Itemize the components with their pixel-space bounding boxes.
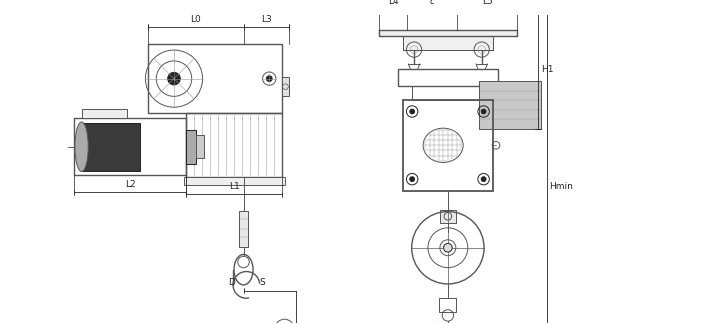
Circle shape bbox=[410, 109, 415, 114]
Circle shape bbox=[444, 244, 452, 252]
Circle shape bbox=[266, 76, 272, 81]
Bar bbox=[82, 123, 140, 171]
Bar bbox=[82, 109, 126, 118]
Text: S: S bbox=[260, 278, 266, 287]
Text: H1: H1 bbox=[541, 65, 554, 74]
Bar bbox=[398, 68, 498, 86]
Text: L5: L5 bbox=[482, 0, 493, 6]
Text: D: D bbox=[228, 278, 234, 287]
Bar bbox=[379, 30, 517, 36]
Bar bbox=[440, 210, 456, 223]
Bar bbox=[186, 130, 196, 164]
Ellipse shape bbox=[75, 122, 88, 172]
Circle shape bbox=[481, 109, 486, 114]
Bar bbox=[403, 100, 493, 191]
Text: c: c bbox=[430, 0, 435, 6]
Bar bbox=[196, 135, 204, 158]
Bar bbox=[239, 211, 248, 247]
Circle shape bbox=[410, 177, 415, 182]
Bar bbox=[403, 36, 493, 49]
Text: Hmin: Hmin bbox=[549, 182, 573, 191]
Text: L2: L2 bbox=[125, 180, 136, 189]
Text: L3: L3 bbox=[261, 15, 272, 24]
Bar bbox=[183, 177, 285, 185]
Text: L0: L0 bbox=[190, 15, 201, 24]
Bar bbox=[186, 113, 282, 177]
Bar bbox=[479, 81, 541, 129]
Text: L4: L4 bbox=[388, 0, 398, 6]
Bar bbox=[148, 44, 282, 113]
Circle shape bbox=[168, 72, 180, 85]
Bar bbox=[74, 118, 186, 175]
Bar bbox=[439, 298, 457, 312]
Bar bbox=[282, 77, 289, 96]
Circle shape bbox=[481, 177, 486, 182]
Text: L1: L1 bbox=[229, 182, 239, 191]
